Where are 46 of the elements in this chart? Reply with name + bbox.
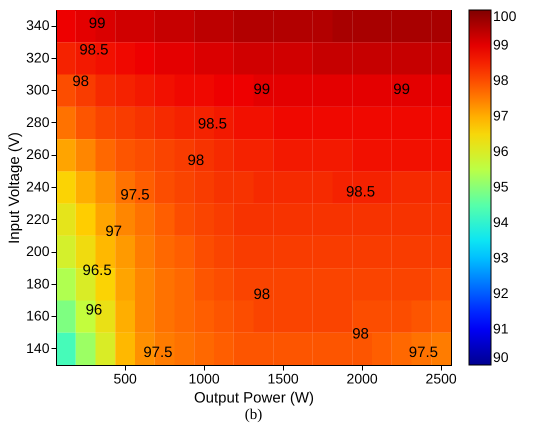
annotation: 97.5: [120, 186, 150, 204]
color-bar-label: 94: [493, 214, 509, 230]
annotation: 98: [352, 325, 369, 342]
y-tick-label: 340: [26, 17, 50, 34]
color-bar-label: 95: [493, 178, 509, 194]
y-tick-label: 180: [26, 275, 50, 292]
annotation: 96.5: [82, 262, 112, 280]
y-tick-label: 260: [26, 146, 50, 162]
color-bar-label: 99: [493, 36, 509, 52]
color-bar-label: 91: [493, 320, 509, 336]
annotation: 96: [86, 302, 102, 319]
color-bar-label: 92: [493, 285, 509, 301]
annotation: 99: [253, 80, 270, 98]
color-bar-label: 93: [493, 250, 509, 266]
annotation: 98.5: [346, 183, 376, 200]
text: (b): [244, 407, 262, 423]
color-bar-label: 96: [493, 143, 509, 159]
annotation: 98.5: [198, 116, 228, 133]
y-tick-label: 320: [26, 49, 50, 66]
x-tick-label: 1000: [188, 370, 220, 386]
y-tick-label: 280: [26, 114, 50, 130]
annotation: 99: [393, 80, 410, 98]
color-bar-label: 98: [493, 72, 509, 88]
color-bar-label: 100: [493, 8, 517, 24]
x-axis-title: Output Power (W): [194, 390, 314, 406]
color-bar-label: 90: [493, 349, 509, 365]
x-tick-label: 1500: [268, 370, 299, 386]
y-tick-label: 140: [26, 340, 50, 356]
annotation: 98.5: [79, 41, 109, 58]
color-bar-label: 97: [493, 108, 509, 124]
annotation: 98: [253, 286, 270, 303]
annotation: 97: [105, 222, 122, 240]
annotation: 97.5: [408, 344, 438, 362]
y-tick-label: 220: [26, 210, 50, 227]
y-tick-label: 240: [26, 178, 50, 194]
y-axis-title: Input Voltage (V): [6, 132, 24, 244]
y-tick-label: 300: [26, 82, 50, 98]
annotation: 98: [187, 152, 204, 169]
x-tick-label: 500: [113, 370, 138, 386]
annotation: 97.5: [143, 344, 173, 362]
x-tick-label: 2000: [346, 370, 378, 386]
annotation: 98: [72, 73, 90, 90]
y-tick-label: 200: [26, 243, 50, 260]
y-tick-label: 160: [26, 308, 50, 324]
annotation: 99: [88, 14, 106, 32]
x-tick-label: 2500: [426, 370, 457, 386]
